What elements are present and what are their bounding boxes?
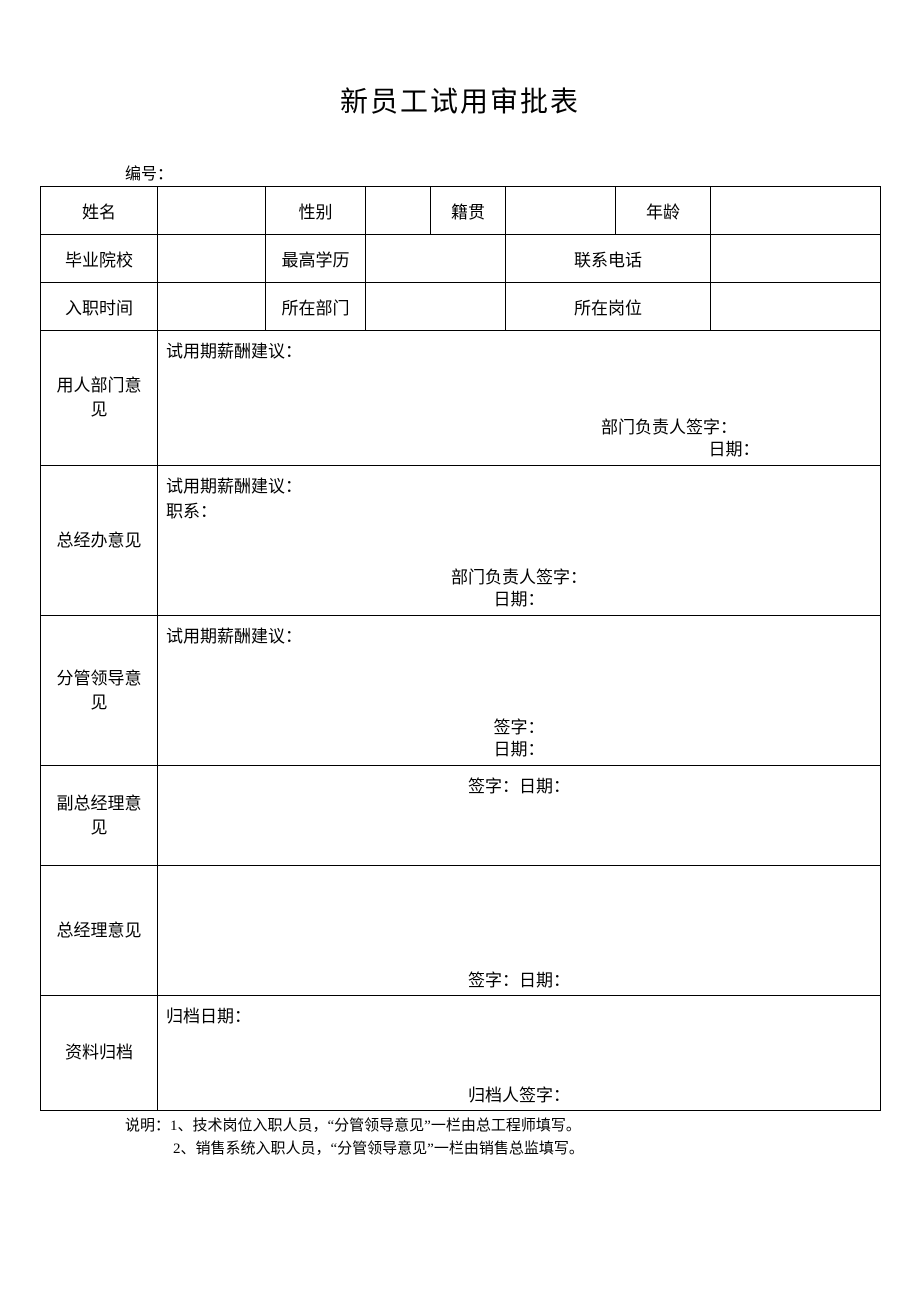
origin-label: 籍贯 bbox=[431, 187, 506, 235]
dept-field-label: 所在部门 bbox=[266, 283, 366, 331]
vice-gm-opinion-label-text: 副总经理意见 bbox=[57, 794, 142, 837]
table-row: 用人部门意见 试用期薪酬建议： 部门负责人签字： 日期： bbox=[41, 331, 881, 466]
gm-office-sig-line: 部门负责人签字： bbox=[158, 567, 880, 589]
notes-line-1: 说明：1、技术岗位入职人员，“分管领导意见”一栏由总工程师填写。 bbox=[125, 1115, 880, 1138]
join-label: 入职时间 bbox=[41, 283, 158, 331]
archive-label: 资料归档 bbox=[41, 996, 158, 1111]
gm-opinion-label-text: 总经理意见 bbox=[57, 921, 142, 940]
name-label: 姓名 bbox=[41, 187, 158, 235]
gm-sig-line: 签字：日期： bbox=[158, 966, 880, 991]
dept-salary-line: 试用期薪酬建议： bbox=[166, 337, 872, 362]
leader-opinion-label-text: 分管领导意见 bbox=[57, 669, 142, 712]
edu-value bbox=[366, 235, 506, 283]
age-value bbox=[711, 187, 881, 235]
table-row: 分管领导意见 试用期薪酬建议： 签字： 日期： bbox=[41, 616, 881, 766]
gm-office-opinion-label: 总经办意见 bbox=[41, 466, 158, 616]
leader-sig-block: 签字： 日期： bbox=[158, 717, 880, 761]
gm-office-date-line: 日期： bbox=[158, 589, 880, 611]
archive-label-text: 资料归档 bbox=[65, 1043, 133, 1062]
gm-office-sig-block: 部门负责人签字： 日期： bbox=[158, 567, 880, 611]
dept-opinion-label-text: 用人部门意见 bbox=[57, 376, 142, 419]
post-value bbox=[711, 283, 881, 331]
vice-gm-opinion-body: 签字：日期： bbox=[158, 766, 881, 866]
gender-value bbox=[366, 187, 431, 235]
gm-opinion-body: 签字：日期： bbox=[158, 866, 881, 996]
archive-date-line: 归档日期： bbox=[166, 1002, 872, 1027]
dept-opinion-body: 试用期薪酬建议： 部门负责人签字： 日期： bbox=[158, 331, 881, 466]
gm-office-opinion-label-text: 总经办意见 bbox=[57, 531, 142, 550]
vice-gm-opinion-label: 副总经理意见 bbox=[41, 766, 158, 866]
leader-opinion-label: 分管领导意见 bbox=[41, 616, 158, 766]
table-row: 入职时间 所在部门 所在岗位 bbox=[41, 283, 881, 331]
post-label: 所在岗位 bbox=[506, 283, 711, 331]
phone-label: 联系电话 bbox=[506, 235, 711, 283]
notes-text-1: 1、技术岗位入职人员，“分管领导意见”一栏由总工程师填写。 bbox=[170, 1118, 581, 1134]
join-value bbox=[158, 283, 266, 331]
notes-prefix: 说明： bbox=[125, 1118, 170, 1134]
notes-line-2: 2、销售系统入职人员，“分管领导意见”一栏由销售总监填写。 bbox=[125, 1138, 880, 1161]
gm-opinion-label: 总经理意见 bbox=[41, 866, 158, 996]
school-value bbox=[158, 235, 266, 283]
school-label: 毕业院校 bbox=[41, 235, 158, 283]
gm-office-salary-line: 试用期薪酬建议： bbox=[166, 472, 872, 497]
table-row: 总经办意见 试用期薪酬建议： 职系： 部门负责人签字： 日期： bbox=[41, 466, 881, 616]
table-row: 毕业院校 最高学历 联系电话 bbox=[41, 235, 881, 283]
archive-body: 归档日期： 归档人签字： bbox=[158, 996, 881, 1111]
archive-sig-line: 归档人签字： bbox=[158, 1081, 880, 1106]
leader-salary-line: 试用期薪酬建议： bbox=[166, 622, 872, 647]
dept-field-value bbox=[366, 283, 506, 331]
page-title: 新员工试用审批表 bbox=[40, 80, 880, 120]
notes-block: 说明：1、技术岗位入职人员，“分管领导意见”一栏由总工程师填写。 2、销售系统入… bbox=[40, 1115, 880, 1160]
serial-number-label: 编号： bbox=[40, 160, 880, 184]
name-value bbox=[158, 187, 266, 235]
dept-sig-line: 部门负责人签字： bbox=[158, 417, 880, 439]
age-label: 年龄 bbox=[616, 187, 711, 235]
table-row: 姓名 性别 籍贯 年龄 bbox=[41, 187, 881, 235]
approval-table: 姓名 性别 籍贯 年龄 毕业院校 最高学历 联系电话 入职时间 所在部门 所在岗… bbox=[40, 186, 881, 1111]
table-row: 总经理意见 签字：日期： bbox=[41, 866, 881, 996]
leader-opinion-body: 试用期薪酬建议： 签字： 日期： bbox=[158, 616, 881, 766]
vice-gm-sig-line: 签字：日期： bbox=[166, 772, 872, 797]
dept-sig-block: 部门负责人签字： 日期： bbox=[158, 417, 880, 461]
gm-office-opinion-body: 试用期薪酬建议： 职系： 部门负责人签字： 日期： bbox=[158, 466, 881, 616]
dept-opinion-label: 用人部门意见 bbox=[41, 331, 158, 466]
phone-value bbox=[711, 235, 881, 283]
table-row: 资料归档 归档日期： 归档人签字： bbox=[41, 996, 881, 1111]
table-row: 副总经理意见 签字：日期： bbox=[41, 766, 881, 866]
gender-label: 性别 bbox=[266, 187, 366, 235]
edu-label: 最高学历 bbox=[266, 235, 366, 283]
leader-sig-line: 签字： bbox=[158, 717, 880, 739]
dept-date-line: 日期： bbox=[158, 439, 880, 461]
origin-value bbox=[506, 187, 616, 235]
gm-office-rank-line: 职系： bbox=[166, 497, 872, 522]
leader-date-line: 日期： bbox=[158, 739, 880, 761]
